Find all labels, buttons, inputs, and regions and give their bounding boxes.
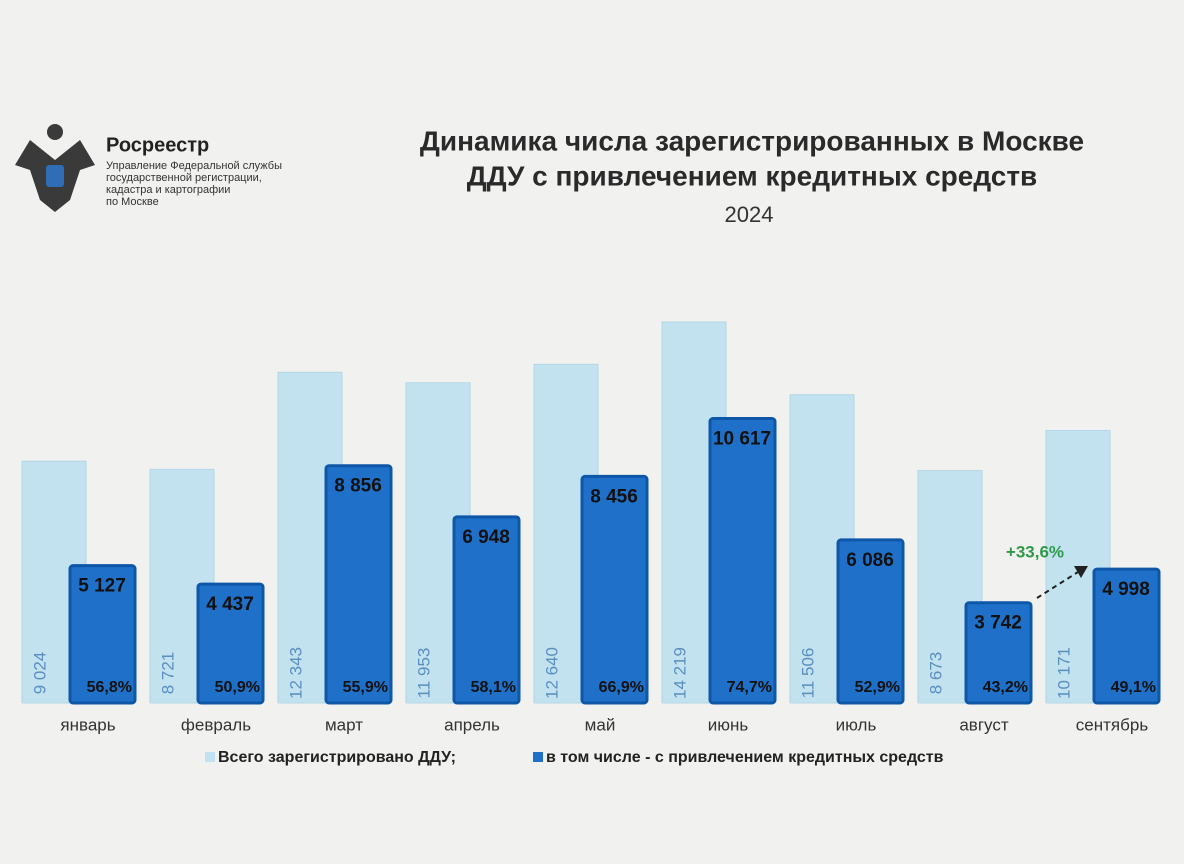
x-tick-label: апрель — [444, 715, 500, 734]
logo-name: Росреестр — [106, 134, 209, 156]
value-label: 12 343 — [286, 647, 305, 699]
bar — [196, 582, 265, 705]
value-label: 6 948 — [462, 527, 510, 548]
x-tick-label: май — [585, 715, 616, 734]
arrow-head — [1074, 566, 1088, 578]
bar — [324, 464, 393, 705]
legend-swatch — [205, 752, 215, 762]
chart-subtitle: 2024 — [725, 202, 774, 227]
legend-swatch — [533, 752, 543, 762]
share-label: 55,9% — [343, 679, 388, 696]
value-label: 10 171 — [1054, 647, 1073, 699]
value-label: 11 953 — [414, 648, 433, 699]
logo-emblem — [15, 124, 95, 212]
bar — [1092, 567, 1161, 705]
value-label: 4 437 — [206, 594, 254, 615]
bar — [580, 474, 649, 705]
value-label: 8 856 — [334, 476, 382, 497]
value-label: 14 219 — [670, 647, 689, 699]
value-label: 4 998 — [1102, 579, 1150, 600]
value-label: 8 456 — [590, 486, 638, 507]
share-label: 52,9% — [855, 679, 900, 696]
logo-subtitle: по Москве — [106, 196, 159, 208]
share-label: 43,2% — [983, 679, 1028, 696]
logo-subtitle: Управление Федеральной службы — [106, 160, 282, 172]
x-tick-label: июль — [836, 715, 877, 734]
x-tick-label: февраль — [181, 715, 251, 734]
x-tick-label: март — [325, 715, 363, 734]
value-label: 6 086 — [846, 550, 894, 571]
share-label: 56,8% — [87, 679, 132, 696]
value-label: 3 742 — [974, 613, 1022, 634]
bar — [68, 564, 137, 705]
value-label: 11 506 — [798, 648, 817, 699]
x-tick-label: август — [959, 715, 1008, 734]
legend-label: Всего зарегистрировано ДДУ; — [218, 749, 456, 766]
value-label: 12 640 — [542, 647, 561, 699]
share-label: 66,9% — [599, 679, 644, 696]
legend-label: в том числе - с привлечением кредитных с… — [546, 749, 944, 766]
value-label: 10 617 — [713, 429, 771, 450]
x-tick-label: сентябрь — [1076, 715, 1149, 734]
share-label: 74,7% — [727, 679, 772, 696]
share-label: 58,1% — [471, 679, 516, 696]
bar — [836, 538, 905, 705]
share-label: 49,1% — [1111, 679, 1156, 696]
chart-title: ДДУ с привлечением кредитных средств — [467, 160, 1038, 191]
logo-subtitle: кадастра и картографии — [106, 184, 230, 196]
bar — [708, 417, 777, 705]
chart-title: Динамика числа зарегистрированных в Моск… — [420, 125, 1084, 156]
annotation-arrow — [1036, 571, 1079, 599]
value-label: 5 127 — [78, 576, 126, 597]
x-tick-label: январь — [60, 715, 115, 734]
x-tick-label: июнь — [708, 715, 749, 734]
value-label: 8 673 — [926, 652, 945, 695]
logo-subtitle: государственной регистрации, — [106, 172, 262, 184]
value-label: 9 024 — [30, 652, 49, 695]
value-label: 8 721 — [158, 652, 177, 695]
annotation: +33,6% — [1006, 542, 1064, 561]
bar — [452, 515, 521, 705]
bar — [964, 601, 1033, 705]
share-label: 50,9% — [215, 679, 260, 696]
